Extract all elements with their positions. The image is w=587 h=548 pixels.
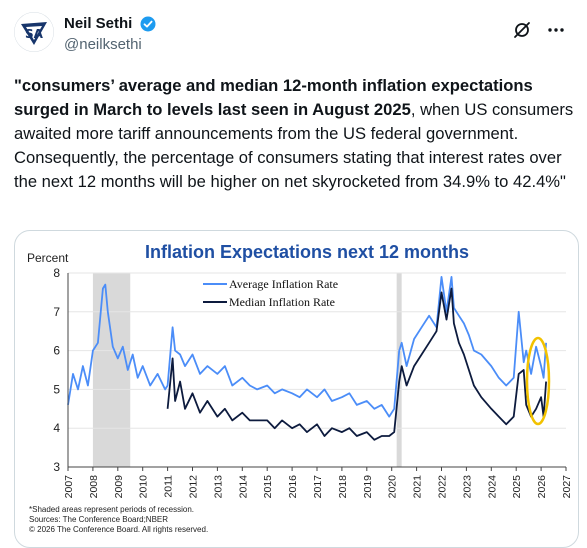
x-tick-label: 2021: [412, 475, 424, 499]
x-tick-label: 2015: [262, 475, 274, 499]
recession-band: [92, 273, 131, 467]
chart-title: Inflation Expectations next 12 months: [145, 242, 469, 262]
y-tick-label: 7: [53, 305, 60, 319]
post-text: "consumers’ average and median 12-month …: [14, 74, 574, 194]
x-tick-label: 2019: [362, 475, 374, 499]
post-text-rest: , when US consumers awaited more tariff …: [14, 100, 574, 191]
x-tick-label: 2025: [511, 475, 523, 499]
y-tick-label: 8: [53, 266, 60, 280]
avatar[interactable]: SA: [14, 12, 54, 52]
series-lines: [67, 276, 547, 441]
author-name[interactable]: Neil Sethi: [64, 15, 133, 32]
author-handle[interactable]: @neilksethi: [64, 36, 142, 53]
x-tick-label: 2013: [212, 475, 224, 499]
y-tick-label: 5: [53, 382, 60, 396]
y-tick-label: 3: [53, 460, 60, 474]
series-line-median: [166, 287, 547, 441]
grok-icon[interactable]: [512, 20, 532, 40]
footnotes: *Shaded areas represent periods of reces…: [29, 505, 208, 534]
sa-logo-icon: SA: [14, 12, 54, 52]
x-tick-label: 2014: [237, 475, 249, 499]
axes: 3 4 5 6 7 8 2007 2008 2009 2010 2011 2012 2013 2014 20…: [53, 266, 573, 498]
legend-label-median: Median Inflation Rate: [229, 295, 335, 309]
x-tick-label: 2023: [461, 475, 473, 499]
gridlines: [68, 272, 566, 429]
legend: Average Inflation Rate Median Inflation …: [203, 277, 338, 309]
x-tick-label: 2018: [337, 475, 349, 499]
recession-shading: [92, 273, 402, 467]
more-dots-icon[interactable]: [546, 20, 566, 40]
x-tick-label: 2024: [486, 475, 498, 499]
x-tick-label: 2010: [138, 475, 150, 499]
x-tick-label: 2016: [287, 475, 299, 499]
y-axis-label: Percent: [27, 251, 69, 265]
verified-badge-icon: [140, 16, 156, 32]
x-tick-label: 2008: [88, 475, 100, 499]
recession-band: [396, 273, 402, 467]
footnote-sources: Sources: The Conference Board;NBER: [29, 515, 168, 524]
x-tick-label: 2022: [437, 475, 449, 499]
series-line-average: [67, 276, 547, 418]
legend-label-average: Average Inflation Rate: [229, 277, 338, 291]
highlight-ellipse: [525, 336, 551, 426]
x-tick-label: 2012: [188, 475, 200, 499]
y-tick-label: 6: [53, 344, 60, 358]
footnote-copyright: © 2026 The Conference Board. All rights …: [29, 525, 208, 534]
y-tick-label: 4: [53, 421, 60, 435]
x-tick-label: 2017: [312, 475, 324, 499]
inflation-chart: Inflation Expectations next 12 months Pe…: [27, 242, 573, 534]
x-tick-label: 2027: [561, 475, 573, 499]
media-card[interactable]: Inflation Expectations next 12 months Pe…: [14, 230, 579, 548]
x-tick-label: 2020: [387, 475, 399, 499]
footnote-recession: *Shaded areas represent periods of reces…: [29, 505, 194, 514]
post-text-bold: "consumers’ average and median 12-month …: [14, 76, 533, 119]
x-tick-label: 2007: [63, 475, 75, 499]
svg-text:SA: SA: [25, 27, 44, 41]
x-tick-label: 2011: [163, 475, 175, 498]
x-tick-label: 2026: [536, 475, 548, 499]
post-header: SA Neil Sethi @neilksethi: [14, 12, 574, 60]
x-tick-label: 2009: [113, 475, 125, 499]
